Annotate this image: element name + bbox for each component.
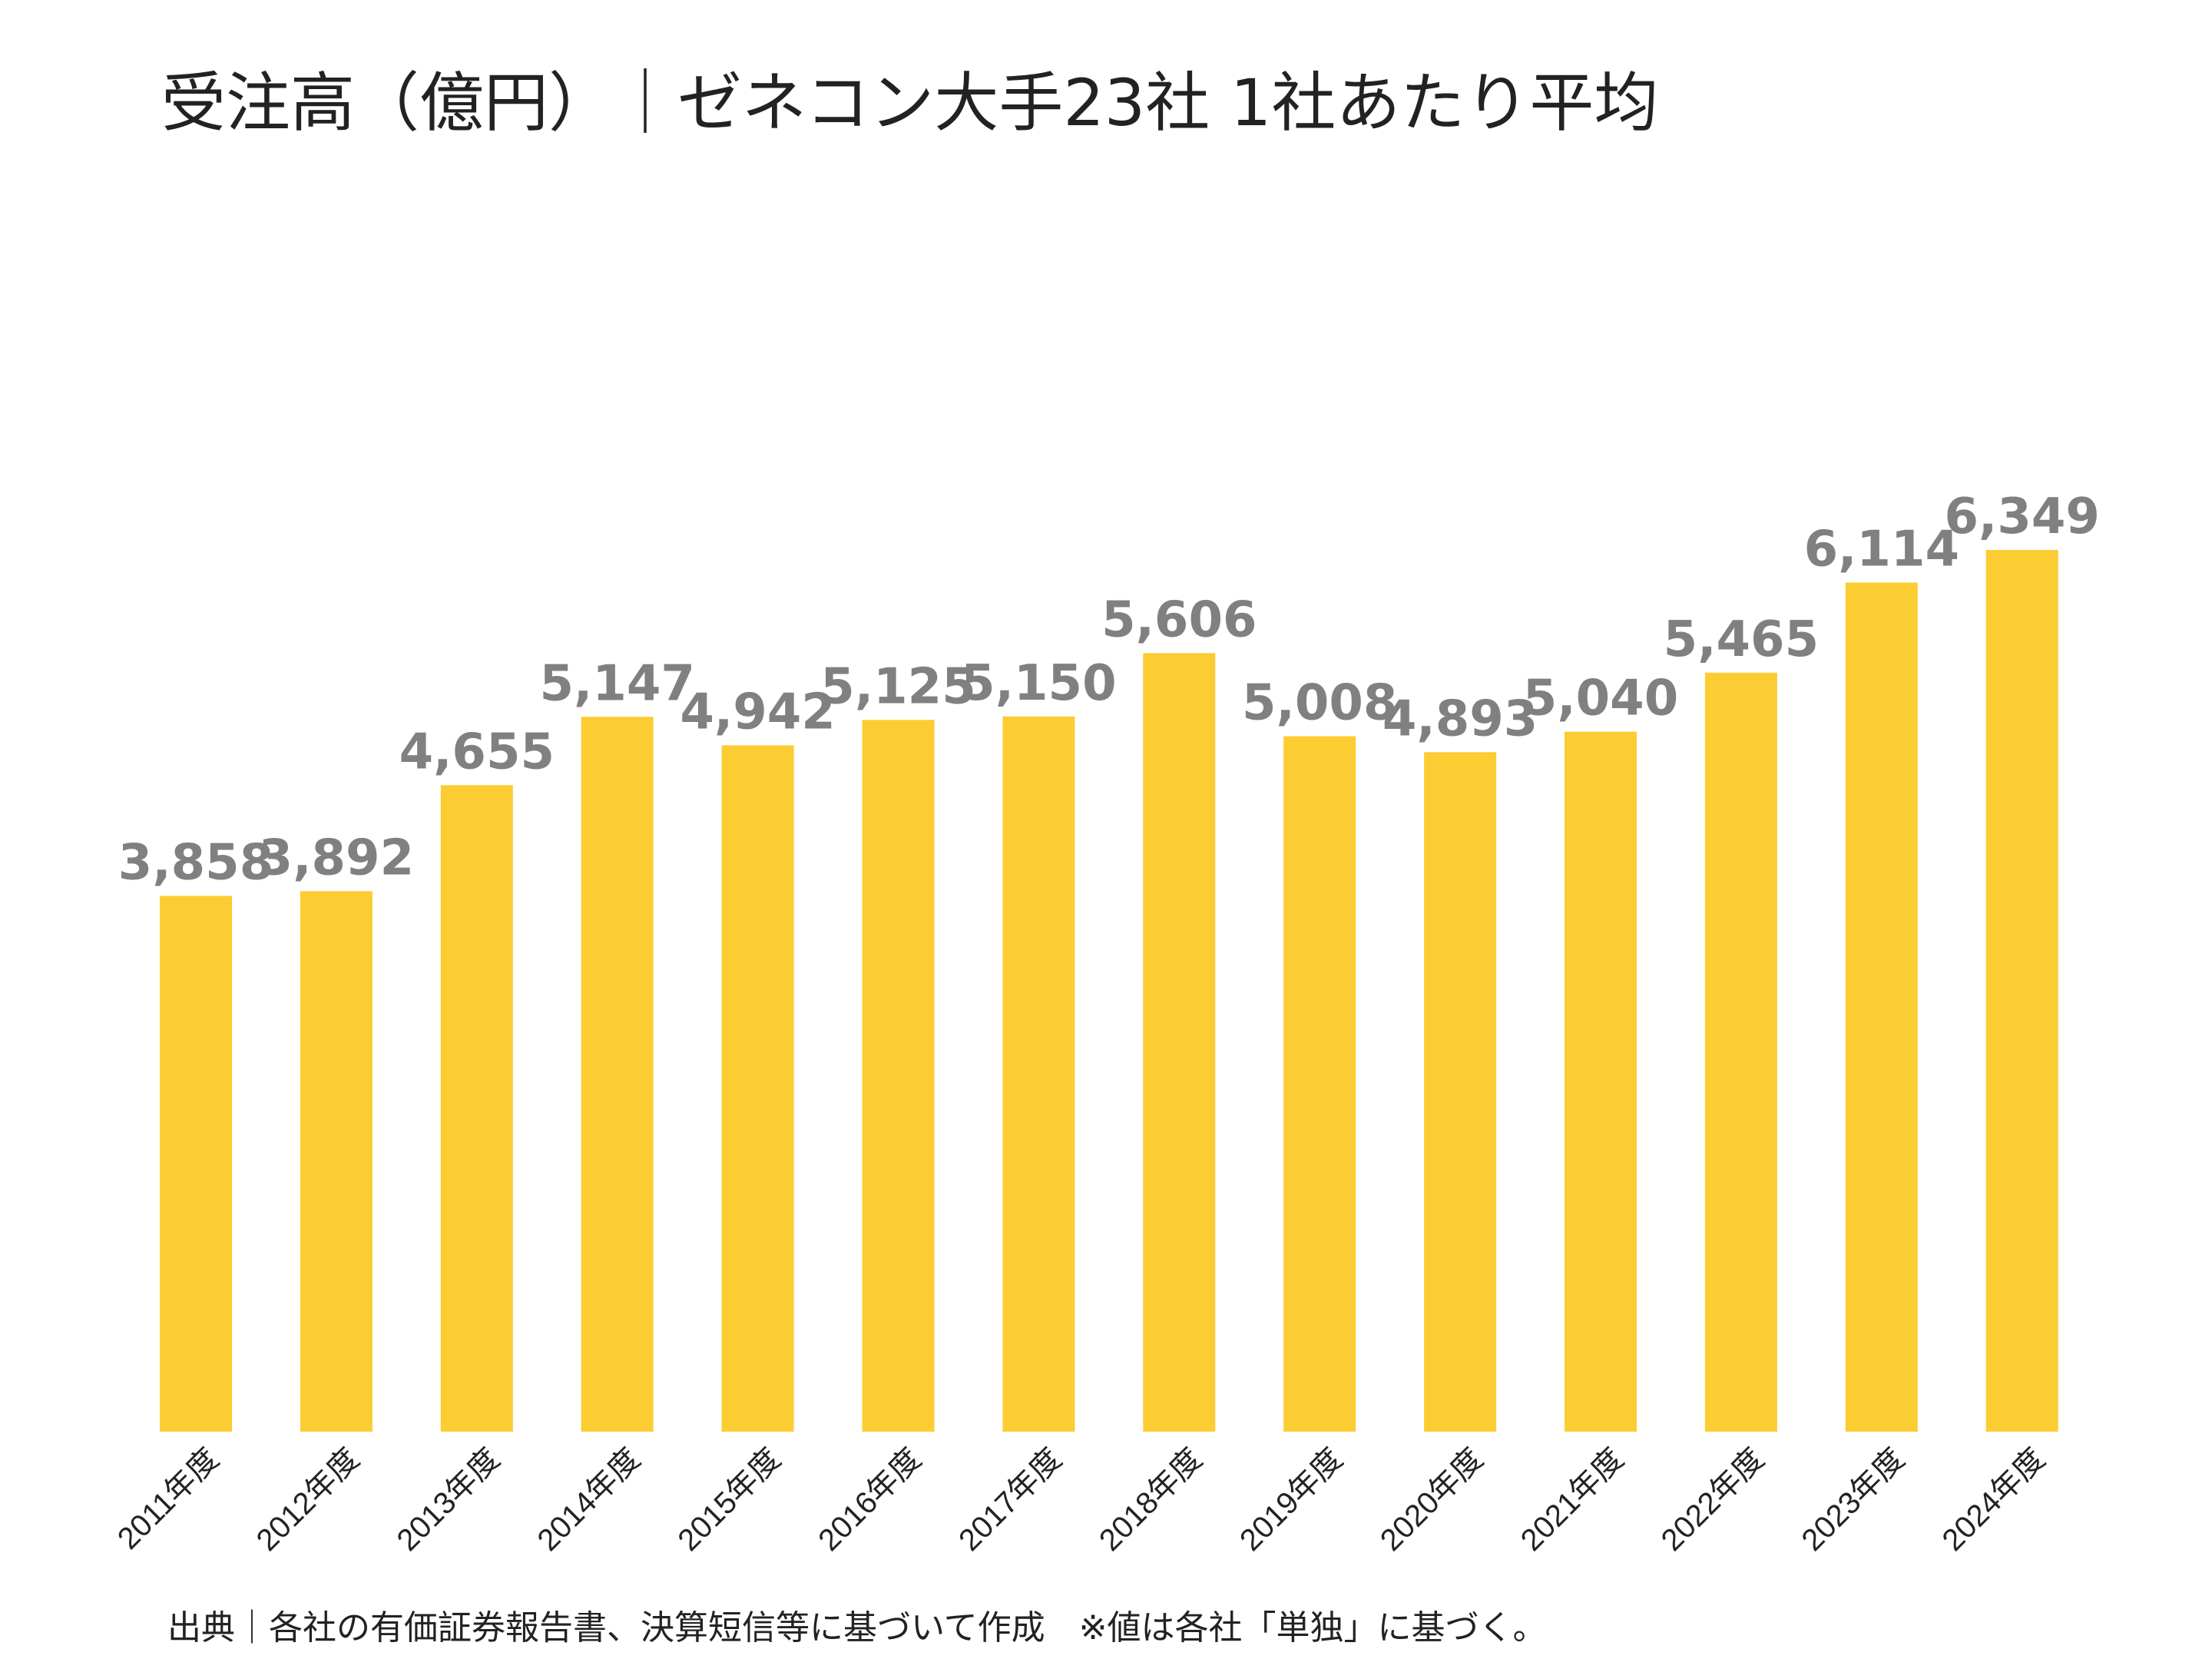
value-label-2018年度: 5,606 <box>1101 591 1257 648</box>
x-tick-label-2015年度: 2015年度 <box>671 1442 787 1558</box>
bar-2021年度 <box>1565 731 1637 1432</box>
x-tick-label-2014年度: 2014年度 <box>531 1442 647 1558</box>
x-tick-label-2021年度: 2021年度 <box>1515 1442 1631 1558</box>
bars-layer <box>160 550 2058 1432</box>
source-note: 出典｜各社の有価証券報告書、決算短信等に基づいて作成 ※値は各社「単独」に基づく… <box>167 1608 1547 1647</box>
value-label-2019年度: 5,008 <box>1242 675 1397 732</box>
value-label-2024年度: 6,349 <box>1944 488 2099 545</box>
bar-2018年度 <box>1143 653 1216 1432</box>
bar-2015年度 <box>721 745 794 1432</box>
value-label-2021年度: 5,040 <box>1523 671 1678 727</box>
chart-title: 受注高（億円）｜ゼネコン大手23社 1社あたり平均 <box>161 65 1659 141</box>
x-tick-label-2011年度: 2011年度 <box>111 1442 226 1556</box>
bar-2019年度 <box>1283 736 1356 1432</box>
x-tick-label-2020年度: 2020年度 <box>1374 1442 1490 1558</box>
x-tick-label-2023年度: 2023年度 <box>1796 1442 1912 1558</box>
value-label-2013年度: 4,655 <box>399 724 555 780</box>
x-tick-label-2016年度: 2016年度 <box>812 1442 928 1558</box>
bar-2016年度 <box>862 720 935 1432</box>
bar-2022年度 <box>1704 672 1777 1432</box>
value-label-2023年度: 6,114 <box>1804 522 1959 578</box>
x-tick-label-2024年度: 2024年度 <box>1936 1442 2051 1558</box>
value-label-2022年度: 5,465 <box>1664 611 1819 668</box>
x-tick-label-2017年度: 2017年度 <box>952 1442 1068 1558</box>
bar-2013年度 <box>440 785 513 1432</box>
bar-2023年度 <box>1845 582 1918 1432</box>
bar-2014年度 <box>581 717 654 1432</box>
value-label-2012年度: 3,892 <box>259 830 414 886</box>
value-label-2015年度: 4,942 <box>680 684 835 740</box>
value-label-2016年度: 5,125 <box>820 658 975 715</box>
x-tick-label-2019年度: 2019年度 <box>1233 1442 1349 1558</box>
value-label-2011年度: 3,858 <box>118 834 273 891</box>
value-label-2014年度: 5,147 <box>539 655 694 712</box>
bar-2020年度 <box>1424 752 1497 1432</box>
bar-2017年度 <box>1002 716 1075 1432</box>
bar-2011年度 <box>160 896 232 1432</box>
value-label-2017年度: 5,150 <box>961 655 1116 712</box>
x-axis-tick-labels: 2011年度 2012年度 2013年度 2014年度 2015年度 2016年度 2017… <box>111 1442 2051 1558</box>
x-tick-label-2012年度: 2012年度 <box>250 1442 366 1558</box>
x-tick-label-2013年度: 2013年度 <box>391 1442 507 1558</box>
value-label-2020年度: 4,893 <box>1382 690 1538 747</box>
bar-2012年度 <box>300 891 373 1432</box>
x-tick-label-2018年度: 2018年度 <box>1093 1442 1209 1558</box>
x-tick-label-2022年度: 2022年度 <box>1655 1442 1771 1558</box>
bar-2024年度 <box>1985 550 2058 1432</box>
